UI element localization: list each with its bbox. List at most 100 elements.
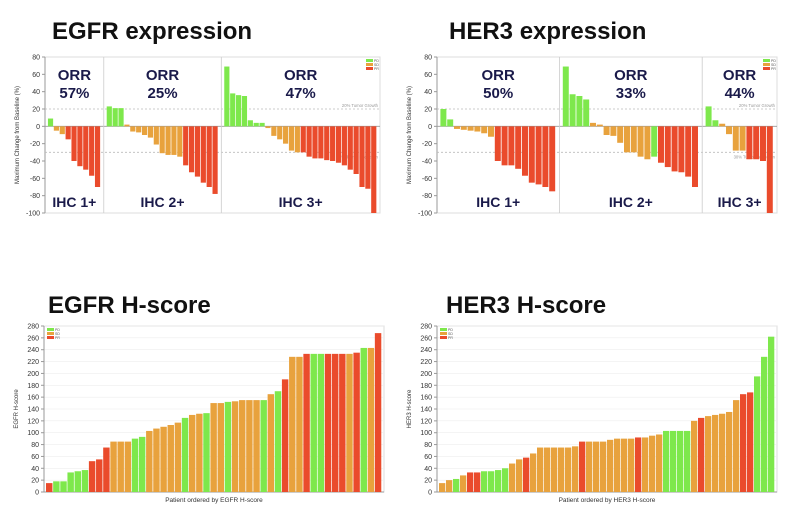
egfr-expression-bar bbox=[177, 126, 183, 157]
egfr-expression-bar bbox=[141, 126, 148, 135]
egfr-hscore-bar bbox=[188, 414, 196, 492]
egfr-hscore-y-tick-label: 60 bbox=[31, 454, 39, 461]
egfr-expression-group-orr-label: ORR bbox=[58, 67, 92, 84]
egfr-hscore-y-tick-label: 140 bbox=[27, 407, 39, 414]
egfr-expression-reference-line-label: 20% Tumor Growth bbox=[342, 103, 379, 108]
egfr-hscore-y-tick-label: 260 bbox=[27, 335, 39, 342]
her3-expression-legend-label-pd: PD bbox=[771, 59, 776, 63]
her3-hscore-bar bbox=[670, 430, 677, 492]
her3-hscore-bar bbox=[719, 413, 726, 492]
panel-title-her3-hscore: HER3 H-score bbox=[446, 292, 607, 319]
egfr-expression-bar bbox=[236, 95, 242, 127]
egfr-expression-bar bbox=[365, 126, 371, 189]
her3-hscore-bar bbox=[516, 459, 523, 492]
egfr-hscore-bar bbox=[167, 425, 174, 492]
egfr-expression-bar bbox=[124, 124, 130, 127]
egfr-expression-bar bbox=[277, 126, 283, 140]
her3-hscore-bar bbox=[509, 463, 516, 492]
her3-hscore-bar bbox=[530, 453, 537, 492]
her3-expression-legend-label-pr: PR bbox=[771, 67, 776, 71]
her3-hscore-bar bbox=[565, 447, 572, 492]
her3-hscore-y-tick-label: 240 bbox=[420, 347, 432, 354]
her3-hscore-bar bbox=[698, 417, 705, 492]
egfr-hscore-bar bbox=[131, 438, 139, 492]
egfr-expression-bar bbox=[89, 126, 95, 176]
egfr-expression-bar bbox=[194, 126, 201, 177]
egfr-hscore-bar bbox=[339, 353, 346, 492]
egfr-hscore-y-tick-label: 200 bbox=[27, 371, 39, 378]
egfr-expression-y-tick-label: -60 bbox=[30, 176, 40, 183]
her3-expression-y-tick-label: 60 bbox=[424, 72, 432, 79]
egfr-expression-group-orr-value: 47% bbox=[286, 85, 316, 102]
her3-expression-legend-label-sd: SD bbox=[771, 63, 776, 67]
egfr-hscore-bar bbox=[274, 391, 282, 492]
egfr-hscore-y-tick-label: 120 bbox=[27, 418, 39, 425]
panel-title-egfr-hscore: EGFR H-score bbox=[48, 292, 211, 319]
her3-expression-bar bbox=[590, 122, 596, 127]
egfr-hscore-y-tick-label: 280 bbox=[27, 324, 39, 331]
her3-expression-bar bbox=[753, 126, 760, 160]
her3-expression-group-orr-value: 44% bbox=[725, 85, 755, 102]
egfr-expression-bar bbox=[94, 126, 101, 187]
egfr-expression-bar bbox=[65, 126, 71, 140]
her3-hscore-legend-label-sd: SD bbox=[448, 332, 453, 336]
egfr-hscore-legend-label-pr: PR bbox=[55, 336, 60, 340]
egfr-hscore-bar bbox=[367, 347, 375, 492]
her3-expression-bar bbox=[522, 126, 528, 176]
her3-hscore-bar bbox=[481, 471, 488, 492]
her3-hscore-bar bbox=[572, 446, 579, 492]
egfr-expression-y-tick-label: -100 bbox=[26, 211, 40, 218]
her3-expression-bar bbox=[549, 126, 556, 192]
her3-hscore-y-tick-label: 140 bbox=[420, 407, 432, 414]
egfr-hscore-y-axis-label: EGFR H-score bbox=[14, 389, 20, 429]
egfr-expression-bar bbox=[259, 122, 265, 127]
her3-hscore-bar bbox=[600, 441, 607, 492]
her3-expression-bar bbox=[658, 126, 664, 163]
egfr-expression-legend-swatch-pd bbox=[366, 59, 373, 62]
her3-hscore-y-tick-label: 260 bbox=[420, 335, 432, 342]
egfr-expression-bar bbox=[294, 126, 300, 153]
her3-hscore-legend-label-pr: PR bbox=[448, 336, 453, 340]
her3-expression-group-orr-label: ORR bbox=[482, 67, 516, 84]
her3-expression-bar bbox=[454, 126, 460, 129]
egfr-expression-bar bbox=[47, 118, 54, 127]
egfr-expression-bar bbox=[188, 126, 195, 173]
her3-hscore-bar bbox=[747, 392, 754, 492]
her3-expression-bar bbox=[692, 126, 698, 187]
her3-expression-bar bbox=[630, 126, 637, 153]
egfr-hscore-bar bbox=[331, 353, 339, 492]
her3-hscore-y-tick-label: 60 bbox=[424, 454, 432, 461]
her3-hscore-y-tick-label: 280 bbox=[420, 324, 432, 331]
egfr-hscore-bar bbox=[153, 428, 160, 492]
egfr-expression-bar bbox=[206, 126, 212, 187]
her3-expression-bar bbox=[460, 126, 467, 130]
egfr-expression-bar bbox=[159, 126, 165, 154]
egfr-expression-bar bbox=[136, 126, 142, 133]
egfr-hscore-y-tick-label: 220 bbox=[27, 359, 39, 366]
egfr-hscore-bar bbox=[346, 353, 353, 492]
her3-expression-bar bbox=[732, 126, 739, 151]
her3-expression-bar bbox=[671, 126, 678, 172]
her3-hscore-bar bbox=[544, 447, 551, 492]
her3-expression-bar bbox=[603, 126, 610, 135]
her3-expression-group-ihc-label: IHC 1+ bbox=[476, 194, 520, 210]
her3-expression-y-tick-label: 20 bbox=[424, 107, 432, 114]
her3-hscore-bar bbox=[649, 435, 656, 492]
egfr-expression-bar bbox=[59, 126, 65, 135]
egfr-hscore-y-tick-label: 40 bbox=[31, 466, 39, 473]
her3-hscore-bar bbox=[684, 430, 691, 492]
her3-expression-bar bbox=[528, 126, 535, 183]
egfr-expression-bar bbox=[335, 126, 342, 163]
egfr-hscore-bar bbox=[124, 441, 132, 492]
her3-expression-legend-swatch-pr bbox=[763, 67, 770, 70]
egfr-expression-bar bbox=[106, 106, 112, 127]
her3-hscore-bar bbox=[607, 439, 614, 492]
her3-hscore-y-tick-label: 120 bbox=[420, 418, 432, 425]
her3-hscore-bar bbox=[467, 472, 474, 492]
egfr-hscore-bar bbox=[88, 461, 96, 492]
her3-hscore-bar bbox=[495, 470, 502, 492]
her3-hscore-bar bbox=[726, 411, 733, 492]
egfr-hscore-bar bbox=[96, 459, 103, 492]
her3-hscore-bar bbox=[558, 447, 565, 492]
